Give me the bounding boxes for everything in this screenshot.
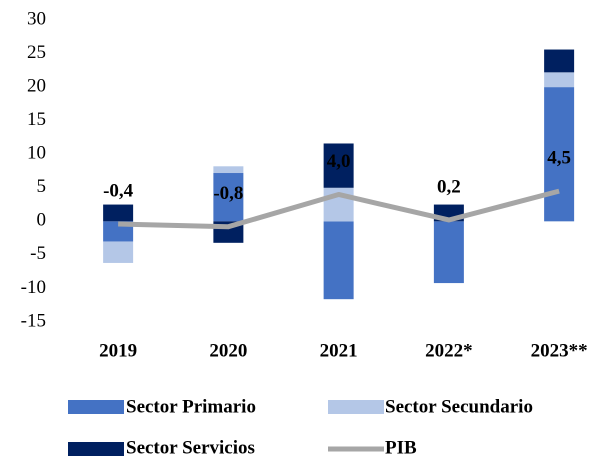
bar xyxy=(433,221,464,284)
y-tick-label: 30 xyxy=(27,8,46,29)
legend-swatch xyxy=(68,442,124,456)
data-label: -0,4 xyxy=(103,180,134,201)
y-tick-label: 25 xyxy=(27,42,46,63)
y-tick-label: 15 xyxy=(27,109,46,130)
data-label: -0,8 xyxy=(213,183,243,204)
data-label: 0,2 xyxy=(437,176,461,197)
data-label: 4,5 xyxy=(547,147,571,168)
bar xyxy=(213,166,244,174)
legend-swatch xyxy=(68,400,124,414)
legend-swatch xyxy=(328,400,384,414)
bar xyxy=(544,72,575,88)
bar xyxy=(323,143,354,188)
y-tick-label: 20 xyxy=(27,75,46,96)
x-tick-label: 2020 xyxy=(209,340,247,361)
x-tick-label: 2019 xyxy=(99,340,137,361)
legend: Sector Primario Sector Secundario Sector… xyxy=(68,396,533,458)
bar xyxy=(544,49,575,73)
bar xyxy=(213,173,244,222)
y-tick-label: 10 xyxy=(27,143,46,164)
x-tick-label: 2022* xyxy=(425,340,473,361)
bar xyxy=(544,87,575,222)
legend-label: PIB xyxy=(385,437,417,458)
x-tick-label: 2021 xyxy=(320,340,358,361)
y-tick-label: 0 xyxy=(37,210,47,231)
legend-label: Sector Secundario xyxy=(385,396,533,417)
data-label: 4,0 xyxy=(327,151,351,172)
bar xyxy=(103,204,134,222)
y-tick-label: 5 xyxy=(37,176,47,197)
bar xyxy=(103,241,134,263)
y-tick-label: -10 xyxy=(21,277,46,298)
legend-label: Sector Servicios xyxy=(126,437,255,458)
bar xyxy=(323,221,354,300)
y-tick-label: -5 xyxy=(30,243,46,264)
x-tick-label: 2023** xyxy=(531,340,588,361)
y-tick-label: -15 xyxy=(21,310,46,331)
legend-label: Sector Primario xyxy=(126,396,256,417)
line xyxy=(118,188,560,230)
